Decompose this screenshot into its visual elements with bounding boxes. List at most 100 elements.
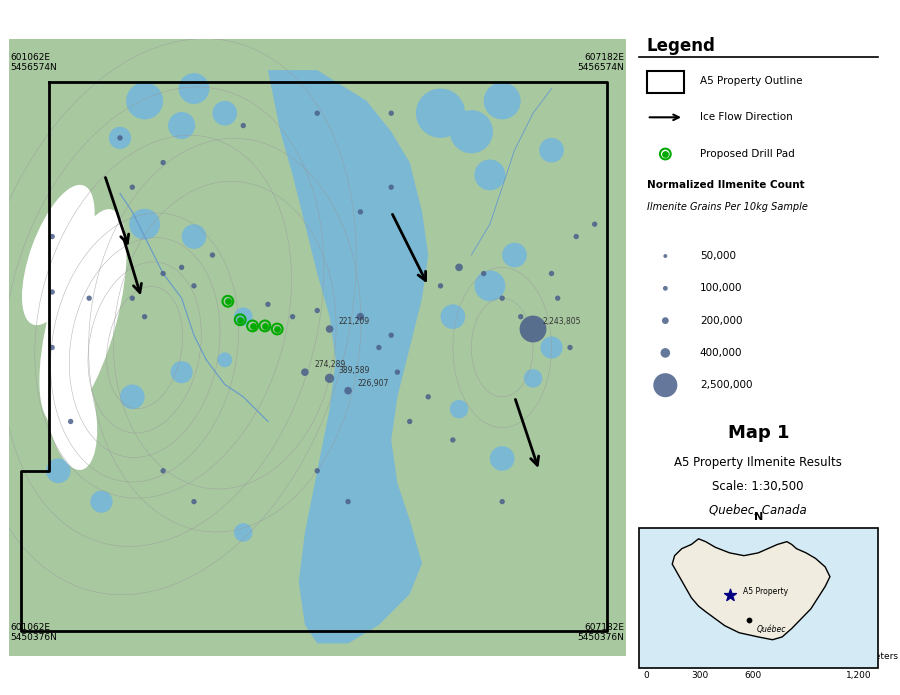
Point xyxy=(310,108,324,119)
Ellipse shape xyxy=(44,348,97,470)
Text: 1,200: 1,200 xyxy=(846,671,872,680)
Point xyxy=(526,323,540,334)
Text: Map 1: Map 1 xyxy=(727,424,789,442)
Text: 200,000: 200,000 xyxy=(700,316,742,326)
Point xyxy=(588,219,602,230)
Point xyxy=(156,268,170,279)
Text: 607182E
5456574N: 607182E 5456574N xyxy=(578,53,625,72)
Text: Proposed Drill Pad: Proposed Drill Pad xyxy=(700,149,795,159)
Text: Legend: Legend xyxy=(647,38,716,55)
Text: 2,500,000: 2,500,000 xyxy=(700,380,752,390)
Point xyxy=(233,314,248,325)
Point xyxy=(138,311,152,322)
Point xyxy=(723,589,737,600)
Circle shape xyxy=(90,491,112,513)
Circle shape xyxy=(483,83,521,120)
Circle shape xyxy=(441,304,465,329)
Point xyxy=(402,416,417,427)
Point xyxy=(353,311,367,322)
Text: 300: 300 xyxy=(691,671,708,680)
Bar xyxy=(647,650,700,664)
FancyBboxPatch shape xyxy=(639,528,878,668)
Point xyxy=(421,391,436,402)
Text: A5 Property: A5 Property xyxy=(742,587,788,596)
Text: 0: 0 xyxy=(644,671,650,680)
Circle shape xyxy=(83,236,120,274)
Point xyxy=(63,416,77,427)
Point xyxy=(205,250,220,261)
Text: Spatial Reference
Name: NAD 1983 UTM Zone 18N
GCS: GCS North American 1983
Proje: Spatial Reference Name: NAD 1983 UTM Zon… xyxy=(688,583,829,634)
Point xyxy=(391,366,405,377)
Circle shape xyxy=(539,138,563,163)
Text: Ilmenite Grains Per 10kg Sample: Ilmenite Grains Per 10kg Sample xyxy=(647,202,807,212)
Text: 100,000: 100,000 xyxy=(700,284,742,293)
Point xyxy=(495,293,509,304)
Point xyxy=(233,314,248,325)
Polygon shape xyxy=(9,39,626,656)
Point xyxy=(384,329,399,341)
Point xyxy=(298,366,312,377)
Point xyxy=(187,496,202,507)
Point xyxy=(45,231,59,242)
Circle shape xyxy=(218,352,232,367)
Point xyxy=(236,120,250,131)
Circle shape xyxy=(109,126,131,149)
Point xyxy=(551,293,565,304)
Point xyxy=(246,320,260,332)
Circle shape xyxy=(540,336,562,359)
Point xyxy=(353,206,367,218)
Text: 221,209: 221,209 xyxy=(338,317,370,326)
Text: Ice Flow Direction: Ice Flow Direction xyxy=(700,113,793,122)
Circle shape xyxy=(212,101,237,126)
Point xyxy=(125,293,140,304)
Circle shape xyxy=(474,270,505,301)
Point xyxy=(220,295,235,306)
Point xyxy=(658,379,672,391)
Text: 226,907: 226,907 xyxy=(357,379,389,388)
Point xyxy=(514,311,528,322)
FancyBboxPatch shape xyxy=(647,72,684,92)
Point xyxy=(658,348,672,359)
Text: 389,589: 389,589 xyxy=(338,366,370,375)
Point xyxy=(658,283,672,294)
Point xyxy=(322,323,337,334)
Point xyxy=(452,262,466,273)
Circle shape xyxy=(170,361,193,383)
Circle shape xyxy=(178,73,210,104)
Bar xyxy=(806,650,859,664)
Point xyxy=(246,320,260,332)
Point xyxy=(446,434,460,445)
Point xyxy=(384,108,399,119)
Circle shape xyxy=(182,224,206,249)
Point xyxy=(45,342,59,353)
Polygon shape xyxy=(672,539,830,639)
Point xyxy=(476,268,491,279)
Bar xyxy=(700,650,753,664)
Circle shape xyxy=(416,88,465,138)
Text: 400,000: 400,000 xyxy=(700,348,742,358)
Point xyxy=(742,614,756,626)
Point xyxy=(495,496,509,507)
Point xyxy=(341,496,356,507)
Text: 607182E
5450376N: 607182E 5450376N xyxy=(578,623,625,642)
Point xyxy=(433,280,447,291)
Circle shape xyxy=(168,112,195,139)
Text: Québec: Québec xyxy=(757,626,787,635)
Point xyxy=(220,295,235,306)
Point xyxy=(45,286,59,297)
Point xyxy=(372,342,386,353)
Circle shape xyxy=(234,523,253,541)
Point xyxy=(125,181,140,193)
Circle shape xyxy=(61,326,80,345)
Point xyxy=(261,299,275,310)
Point xyxy=(156,465,170,476)
Text: E: E xyxy=(777,537,782,546)
Circle shape xyxy=(126,83,163,120)
Text: 600: 600 xyxy=(744,671,761,680)
Point xyxy=(658,315,672,326)
Circle shape xyxy=(474,159,505,190)
Text: 2,243,805: 2,243,805 xyxy=(543,317,580,326)
Text: A5 Property Outline: A5 Property Outline xyxy=(700,76,802,85)
Point xyxy=(175,262,189,273)
Point xyxy=(187,280,202,291)
